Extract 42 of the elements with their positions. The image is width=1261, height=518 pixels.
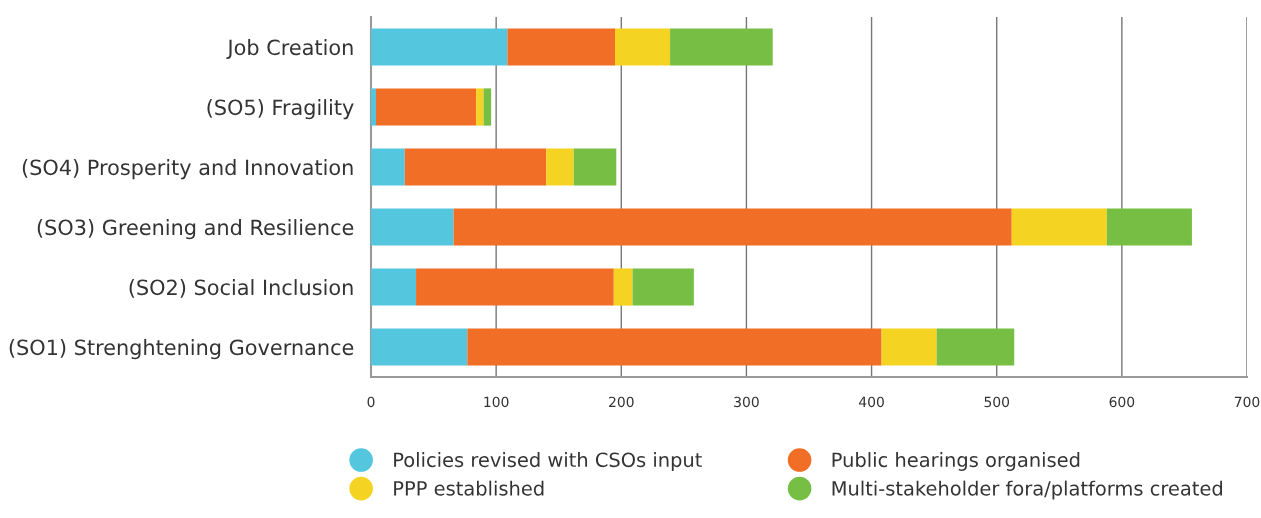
bar — [371, 208, 454, 246]
legend-label: Public hearings organised — [832, 452, 1080, 471]
bar — [416, 268, 614, 306]
x-tick-label: 100 — [484, 396, 509, 408]
x-tick-label: 200 — [609, 396, 634, 408]
bar — [371, 88, 377, 126]
bar — [467, 328, 882, 366]
bar — [1011, 208, 1107, 246]
x-tick-label: 300 — [734, 396, 759, 408]
legend-label: Multi-stakeholder fora/platforms created — [832, 480, 1222, 500]
y-tick-label: (SO1) Strenghtening Governance — [9, 339, 354, 360]
y-tick-label: (SO2) Social Inclusion — [129, 279, 353, 298]
bar — [881, 328, 937, 366]
bar — [573, 148, 617, 186]
x-tick-label: 600 — [1109, 396, 1135, 408]
x-tick-label: 400 — [859, 396, 884, 408]
legend-label: PPP established — [394, 480, 544, 496]
bar — [476, 88, 484, 126]
bar — [613, 268, 633, 306]
bar — [371, 328, 468, 366]
bar — [371, 268, 417, 306]
bar — [371, 148, 405, 186]
bar — [936, 328, 1015, 366]
bar — [507, 28, 616, 66]
bar — [453, 208, 1012, 246]
x-tick-label: 700 — [1234, 396, 1260, 408]
bar — [371, 28, 508, 66]
bar — [1106, 208, 1192, 246]
bar — [546, 148, 574, 186]
bar — [483, 88, 492, 126]
y-tick-label: Job Creation — [226, 39, 353, 60]
y-tick-label: (SO3) Greening and Resilience — [37, 219, 354, 240]
bar — [404, 148, 547, 186]
x-tick-label: 500 — [984, 396, 1010, 408]
bar — [670, 28, 773, 66]
y-tick-label: (SO4) Prosperity and Innovation — [22, 159, 353, 180]
x-tick-label: 0 — [367, 396, 375, 408]
y-tick-label: (SO5) Fragility — [207, 99, 354, 120]
bar — [376, 88, 477, 126]
bar — [615, 28, 671, 66]
bar — [632, 268, 694, 306]
legend-label: Policies revised with CSOs input — [394, 452, 702, 471]
